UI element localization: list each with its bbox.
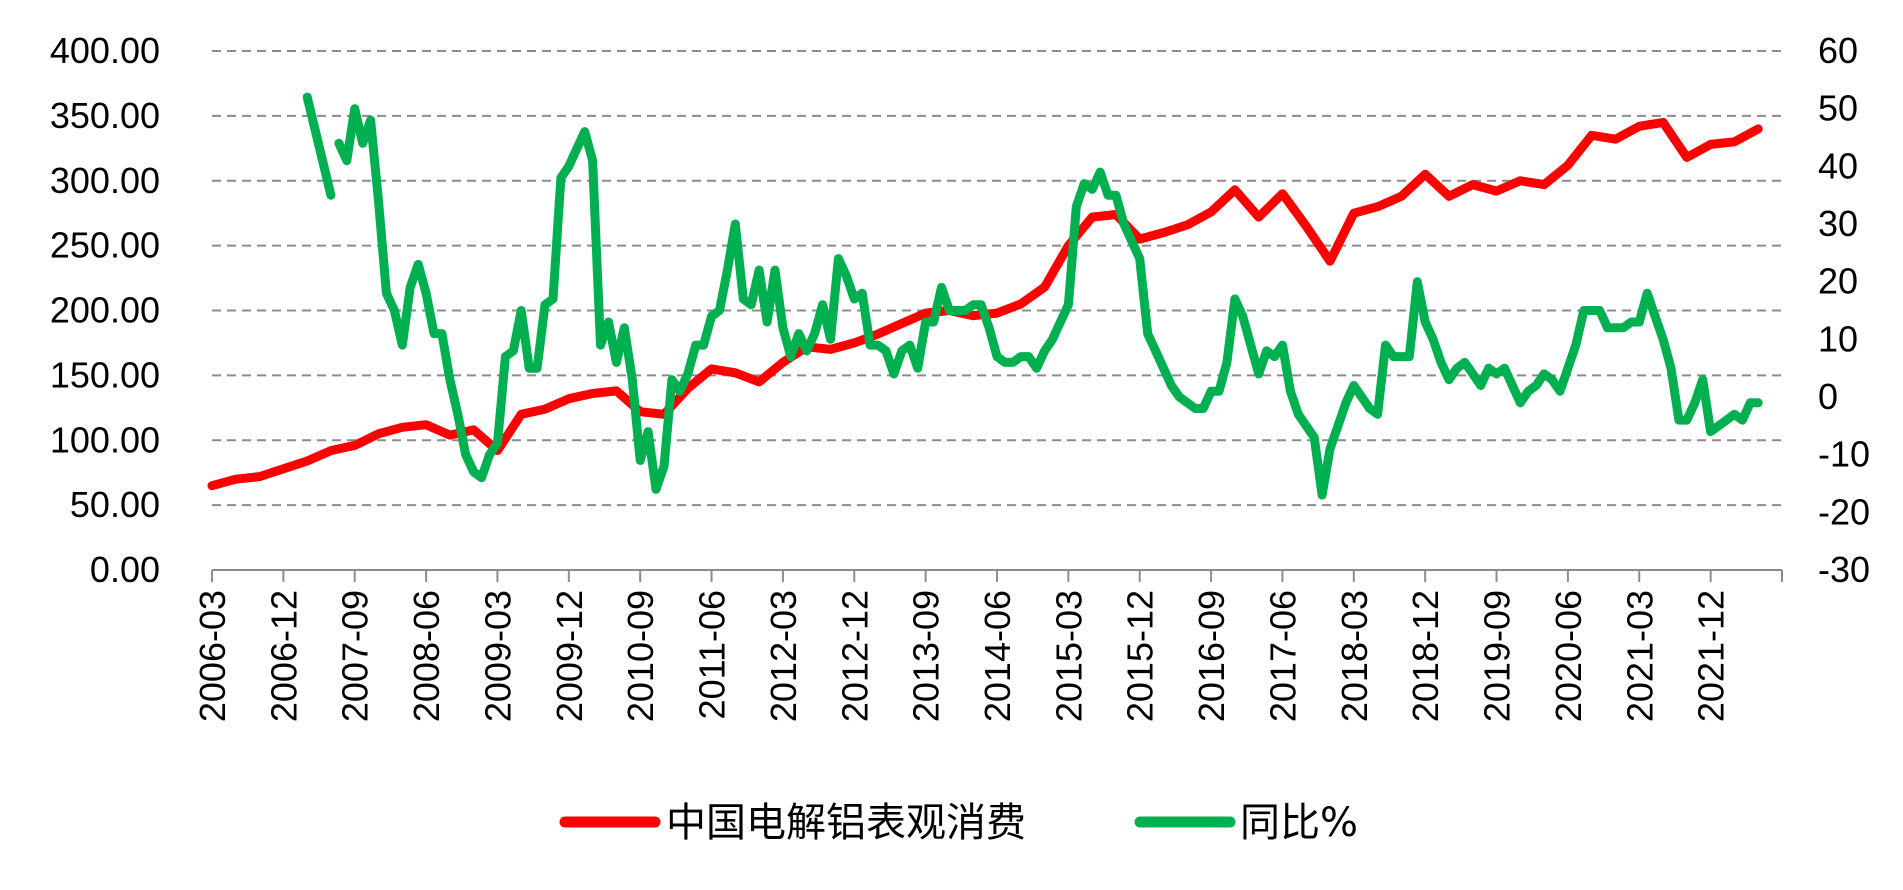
y-right-tick-label: 20 — [1818, 261, 1858, 302]
y-left-tick-label: 150.00 — [50, 354, 160, 395]
right-y-axis-ticks: -30 -20 -10 0 10 20 30 40 50 60 — [1818, 30, 1870, 590]
x-tick-label: 2021-12 — [1691, 590, 1732, 722]
x-tick-label: 2020-06 — [1548, 590, 1589, 722]
x-tick-label: 2006-03 — [192, 590, 233, 722]
x-tick-label: 2014-06 — [977, 590, 1018, 722]
x-tick-label: 2006-12 — [263, 590, 304, 722]
series-lines — [207, 92, 1763, 500]
y-left-tick-label: 250.00 — [50, 225, 160, 266]
x-tick-label: 2010-09 — [620, 590, 661, 722]
x-tick-label: 2015-03 — [1048, 590, 1089, 722]
x-tick-label: 2019-09 — [1477, 590, 1518, 722]
x-tick-label: 2007-09 — [335, 590, 376, 722]
y-right-tick-label: 50 — [1818, 88, 1858, 129]
y-right-tick-label: 0 — [1818, 376, 1838, 417]
y-left-tick-label: 50.00 — [70, 484, 160, 525]
y-right-tick-label: -20 — [1818, 491, 1870, 532]
x-tick-label: 2012-03 — [763, 590, 804, 722]
gridlines — [212, 50, 1782, 507]
y-left-tick-label: 100.00 — [50, 419, 160, 460]
x-tick-label: 2017-06 — [1262, 590, 1303, 722]
left-y-axis-ticks: 0.00 50.00 100.00 150.00 200.00 250.00 300.00 3… — [50, 30, 160, 590]
y-left-tick-label: 400.00 — [50, 30, 160, 71]
y-right-tick-label: -10 — [1818, 434, 1870, 475]
x-tick-label: 2013-09 — [906, 590, 947, 722]
series-line-yoy — [334, 104, 1763, 500]
x-tick-label: 2011-06 — [692, 590, 733, 719]
x-tick-label: 2009-03 — [477, 590, 518, 722]
legend-label-consumption: 中国电解铝表观消费 — [666, 800, 1026, 846]
y-right-tick-label: -30 — [1818, 549, 1870, 590]
series-line-yoy — [302, 92, 336, 200]
y-left-tick-label: 350.00 — [50, 95, 160, 136]
y-right-tick-label: 30 — [1818, 203, 1858, 244]
x-tick-label: 2009-12 — [549, 590, 590, 722]
x-tick-label: 2015-12 — [1120, 590, 1161, 722]
y-left-tick-label: 0.00 — [90, 549, 160, 590]
y-left-tick-label: 300.00 — [50, 160, 160, 201]
x-tick-label: 2008-06 — [406, 590, 447, 722]
y-right-tick-label: 10 — [1818, 318, 1858, 359]
y-right-tick-label: 40 — [1818, 145, 1858, 186]
x-tick-label: 2021-03 — [1619, 590, 1660, 722]
x-axis-ticks: 2006-03 2006-12 2007-09 2008-06 2009-03 2009-… — [192, 570, 1783, 722]
x-tick-label: 2016-09 — [1191, 590, 1232, 722]
x-tick-label: 2012-12 — [834, 590, 875, 722]
y-left-tick-label: 200.00 — [50, 290, 160, 331]
x-tick-label: 2018-12 — [1405, 590, 1446, 722]
legend: 中国电解铝表观消费 同比% — [559, 800, 1358, 846]
legend-label-yoy: 同比% — [1240, 800, 1358, 846]
x-tick-label: 2018-03 — [1334, 590, 1375, 722]
y-right-tick-label: 60 — [1818, 30, 1858, 71]
